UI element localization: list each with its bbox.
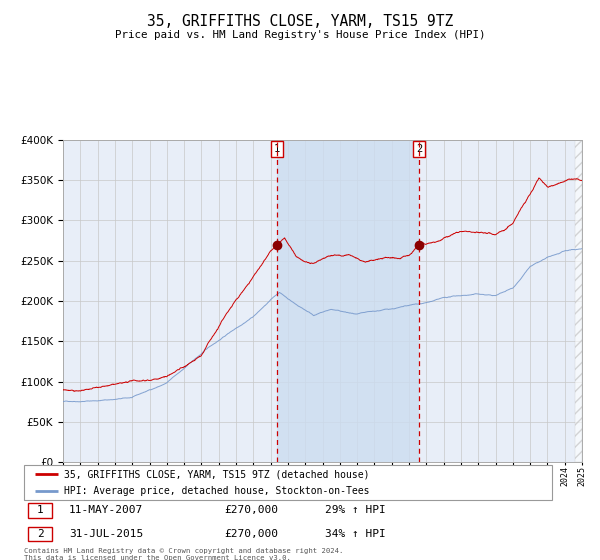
Text: 31-JUL-2015: 31-JUL-2015: [69, 529, 143, 539]
FancyBboxPatch shape: [24, 465, 552, 500]
Text: 29% ↑ HPI: 29% ↑ HPI: [325, 505, 386, 515]
Text: 1: 1: [37, 505, 43, 515]
Text: 35, GRIFFITHS CLOSE, YARM, TS15 9TZ: 35, GRIFFITHS CLOSE, YARM, TS15 9TZ: [147, 14, 453, 29]
FancyBboxPatch shape: [28, 527, 52, 542]
Bar: [277, 140, 419, 462]
Text: 2: 2: [416, 144, 422, 154]
Bar: [575, 140, 582, 462]
FancyBboxPatch shape: [28, 503, 52, 517]
Text: 35, GRIFFITHS CLOSE, YARM, TS15 9TZ (detached house): 35, GRIFFITHS CLOSE, YARM, TS15 9TZ (det…: [64, 469, 369, 479]
Text: 1: 1: [274, 144, 280, 154]
Text: Price paid vs. HM Land Registry's House Price Index (HPI): Price paid vs. HM Land Registry's House …: [115, 30, 485, 40]
Text: 11-MAY-2007: 11-MAY-2007: [69, 505, 143, 515]
Text: 2: 2: [37, 529, 43, 539]
Text: HPI: Average price, detached house, Stockton-on-Tees: HPI: Average price, detached house, Stoc…: [64, 486, 369, 496]
Text: Contains HM Land Registry data © Crown copyright and database right 2024.
This d: Contains HM Land Registry data © Crown c…: [24, 548, 343, 560]
Text: £270,000: £270,000: [224, 505, 278, 515]
Text: £270,000: £270,000: [224, 529, 278, 539]
Text: 34% ↑ HPI: 34% ↑ HPI: [325, 529, 386, 539]
